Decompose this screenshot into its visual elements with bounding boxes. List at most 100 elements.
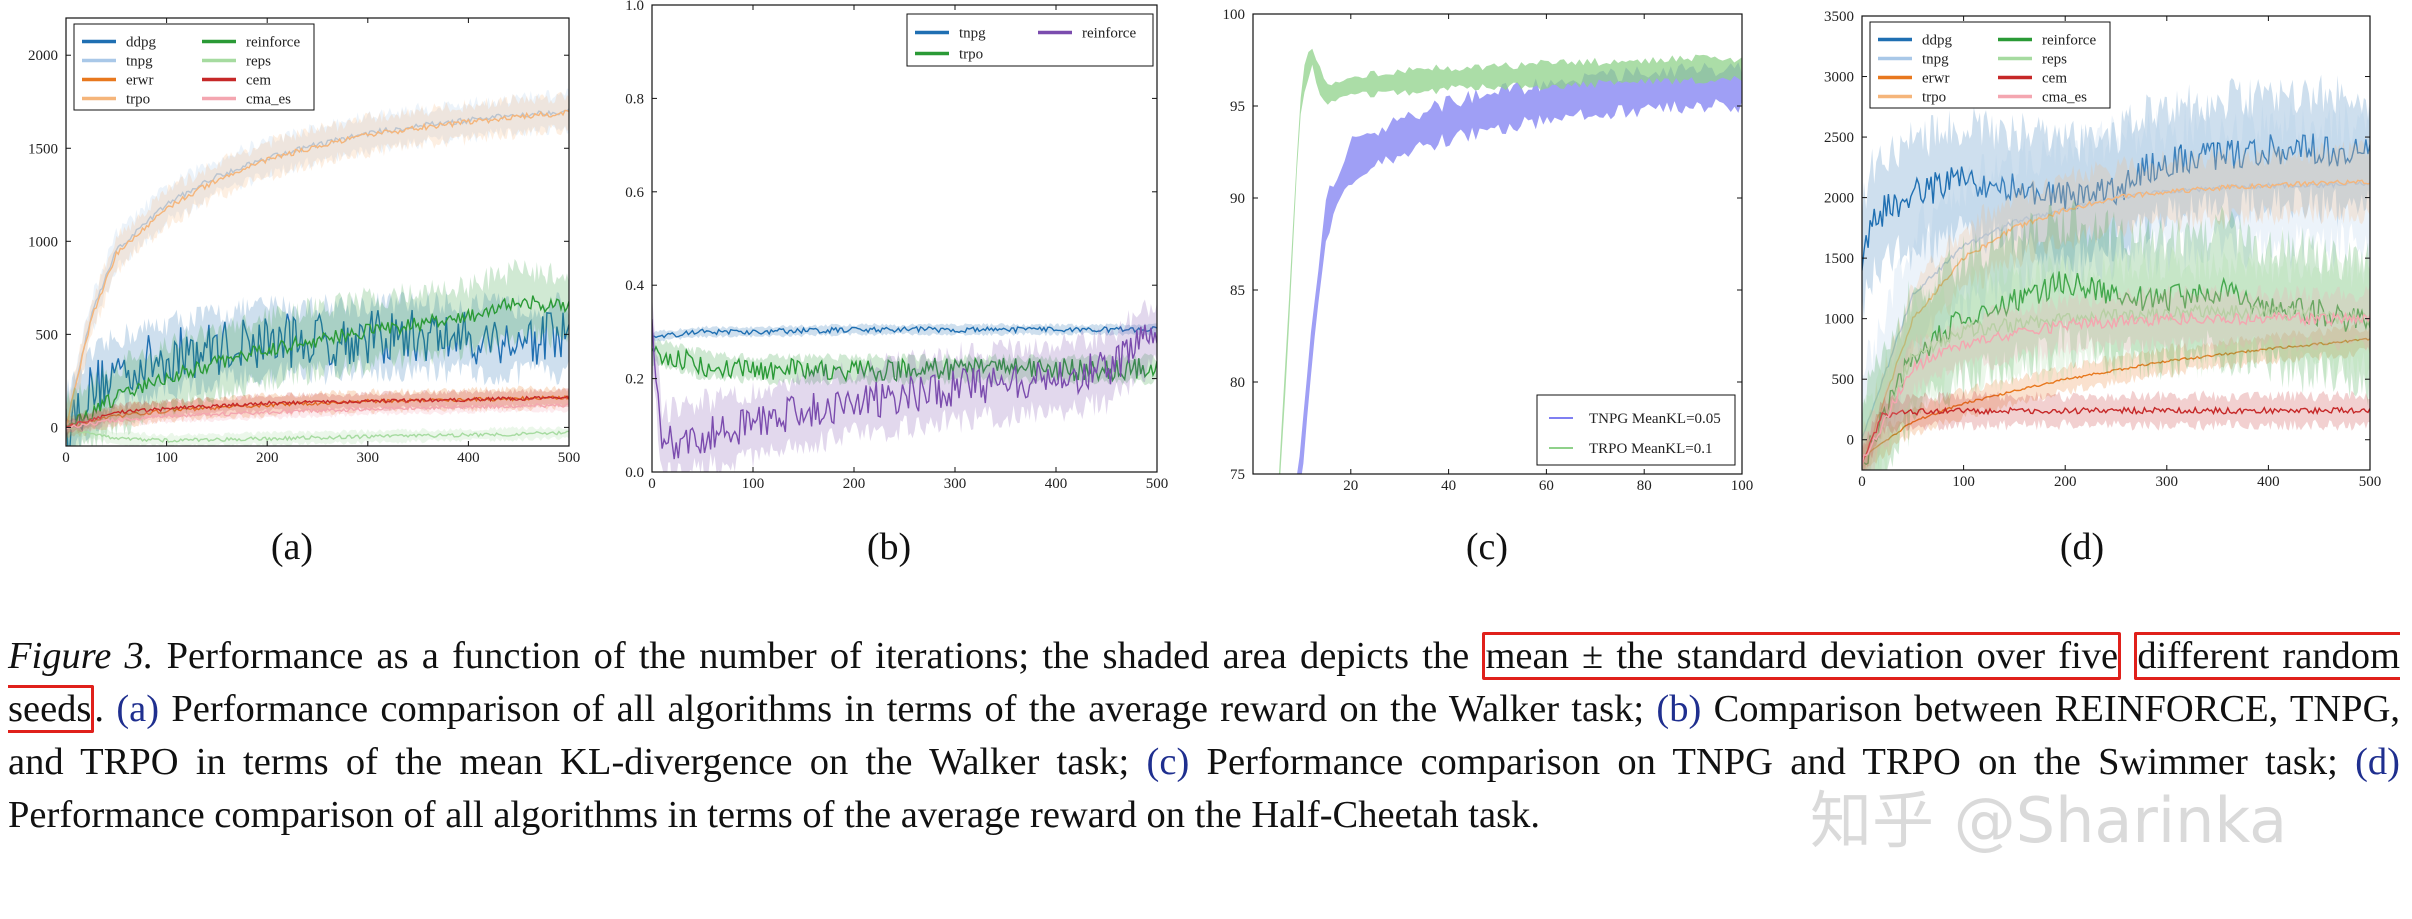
series-line-cem <box>1862 405 2370 466</box>
plot-frame <box>1252 13 1743 475</box>
y-tick-label: 95 <box>1230 99 1245 115</box>
plot-area <box>1862 74 2370 470</box>
legend-label-TNPG MeanKL=0.05: TNPG MeanKL=0.05 <box>1589 411 1721 427</box>
legend-label-tnpg: tnpg <box>959 26 986 42</box>
y-tick-label: 1000 <box>28 234 58 250</box>
y-tick-label: 0.8 <box>625 91 644 107</box>
chart-d-svg: 0 100 200 300 400 500 0 500 1000 1500 2000 2500 3000… <box>1824 9 2382 490</box>
y-tick-label: 1500 <box>1824 251 1854 267</box>
series-band-TNPG MeanKL=0.05 <box>1297 62 1742 474</box>
caption-ref-b: (b) <box>1656 688 1702 730</box>
y-tick-label: 500 <box>36 327 59 343</box>
series-band-reps <box>1862 246 2370 470</box>
series-band-cem <box>1862 390 2370 470</box>
series-band-reinforce <box>652 295 1157 472</box>
y-tick-label: 1000 <box>1824 312 1854 328</box>
series-band-ddpg <box>66 290 569 446</box>
legend-label-trpo: trpo <box>126 92 150 108</box>
series-band-erwr <box>1862 322 2370 470</box>
legend-label-reinforce: reinforce <box>1082 26 1136 42</box>
caption-text-b: Comparison between REINFORCE, TNPG, and … <box>8 688 2401 783</box>
x-tick-label: 100 <box>742 476 765 492</box>
series-line-reps <box>1862 303 2370 470</box>
subfigure-label-b: (b) <box>866 526 912 568</box>
legend-label-cma_es: cma_es <box>2042 90 2087 106</box>
x-tick-label: 20 <box>1343 478 1358 494</box>
y-tick-label: 1.0 <box>625 0 644 14</box>
x-tick-label: 200 <box>256 450 279 466</box>
caption-text-c: Performance comparison on TNPG and TRPO … <box>1189 741 2356 783</box>
legend-label-erwr: erwr <box>1922 71 1949 87</box>
x-tick-label: 300 <box>357 450 380 466</box>
legend-label-trpo: trpo <box>959 47 983 63</box>
legend-label-tnpg: tnpg <box>1922 52 1949 68</box>
y-tick-label: 2000 <box>1824 191 1854 207</box>
y-tick-label: 0.0 <box>625 465 644 481</box>
series-band-tnpg <box>66 88 569 440</box>
caption-ref-d: (d) <box>2355 741 2400 783</box>
subfigure-label-d: (d) <box>2059 526 2105 568</box>
legend-label-ddpg: ddpg <box>126 35 157 51</box>
chart-panel-b: 0 100 200 300 400 500 0.0 0.2 0.4 0.6 0.8 1.0 tnpg tr… <box>600 0 1200 500</box>
y-tick-label: 0 <box>1847 433 1855 449</box>
legend: ddpg tnpg erwr trpo reinforce reps cem cma_es <box>1869 21 2111 109</box>
caption-highlight-2: different random seeds <box>8 632 2401 733</box>
caption-text-sep: . <box>94 688 117 730</box>
x-tick-label: 500 <box>558 450 581 466</box>
plot-frame <box>1861 15 2371 471</box>
y-tick-label: 3000 <box>1824 70 1854 86</box>
series-line-trpo <box>66 109 569 427</box>
series-line-cma_es <box>1862 310 2370 467</box>
y-tick-label: 0.2 <box>625 372 644 388</box>
x-tick-label: 400 <box>1045 476 1068 492</box>
series-line-ddpg <box>66 309 569 446</box>
x-tick-label: 0 <box>62 450 70 466</box>
x-tick-label: 500 <box>2359 474 2382 490</box>
x-tick-label: 0 <box>1858 474 1866 490</box>
chart-c-svg: 20 40 60 80 100 75 80 85 90 95 100 TNPG MeanKL=0.05… <box>1223 7 1754 494</box>
series-line-cem <box>66 395 569 428</box>
series-line-tnpg <box>652 325 1157 339</box>
y-tick-label: 0.6 <box>625 185 644 201</box>
chart-a-svg: 0 100 200 300 400 500 0 500 1000 1500 2000 ddpg tnpg… <box>28 17 581 466</box>
x-tick-label: 40 <box>1441 478 1456 494</box>
legend-box <box>73 23 315 111</box>
series-line-reinforce <box>1862 271 2370 466</box>
legend-label-trpo: trpo <box>1922 90 1946 106</box>
plot-frame <box>65 17 570 447</box>
legend-label-erwr: erwr <box>126 73 153 89</box>
x-tick-label: 400 <box>457 450 480 466</box>
y-tick-label: 85 <box>1230 283 1245 299</box>
caption-text-a: Performance comparison of all algorithms… <box>159 688 1657 730</box>
caption-text-d: Performance comparison of all algorithms… <box>8 794 1540 836</box>
subfigure-label-a: (a) <box>270 526 314 568</box>
caption-highlight-1: mean ± the standard deviation over five <box>1482 632 2122 680</box>
chart-panel-a: 0 100 200 300 400 500 0 500 1000 1500 2000 ddpg tnpg… <box>0 0 600 500</box>
x-tick-label: 200 <box>2054 474 2077 490</box>
caption-text-intro: Performance as a function of the number … <box>153 635 1483 677</box>
plot-area <box>66 88 569 446</box>
y-tick-label: 90 <box>1230 191 1245 207</box>
y-tick-label: 75 <box>1230 467 1245 483</box>
series-line-reinforce <box>652 318 1157 460</box>
y-tick-label: 0.4 <box>625 278 644 294</box>
series-line-reps <box>66 426 569 443</box>
legend-label-cma_es: cma_es <box>246 92 291 108</box>
plot-area <box>1278 48 1742 474</box>
legend-label-reps: reps <box>246 54 271 70</box>
y-tick-label: 2000 <box>28 48 58 64</box>
chart-b-svg: 0 100 200 300 400 500 0.0 0.2 0.4 0.6 0.8 1.0 tnpg tr… <box>625 0 1168 492</box>
series-band-trpo <box>66 91 569 446</box>
x-tick-label: 300 <box>944 476 967 492</box>
series-band-trpo <box>1862 140 2370 470</box>
chart-panel-d: 0 100 200 300 400 500 0 500 1000 1500 2000 2500 3000… <box>1800 0 2412 500</box>
legend: tnpg trpo reinforce <box>906 13 1154 67</box>
x-tick-label: 60 <box>1539 478 1554 494</box>
legend-label-reps: reps <box>2042 52 2067 68</box>
subfigure-label-c: (c) <box>1465 526 1509 568</box>
legend-box <box>1536 394 1736 466</box>
plot-frame <box>651 4 1158 473</box>
legend-box <box>1869 21 2111 109</box>
x-tick-label: 400 <box>2257 474 2280 490</box>
caption-figure-label: Figure 3. <box>8 635 154 677</box>
